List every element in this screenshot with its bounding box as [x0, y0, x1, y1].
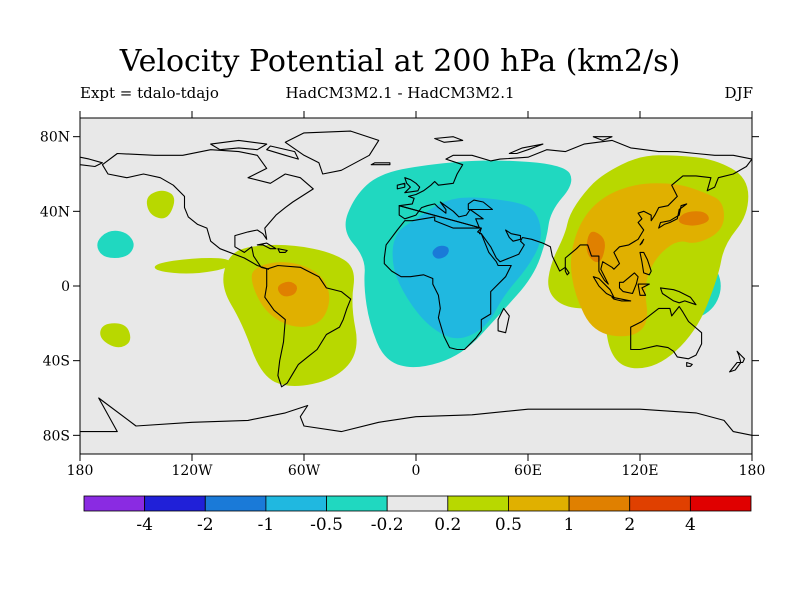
- experiment-label: Expt = tdalo-tdajo: [80, 84, 219, 102]
- colorbar-label: -1: [258, 515, 275, 535]
- coastline: [80, 397, 752, 454]
- contour-region: [100, 323, 131, 348]
- colorbar-swatch: [508, 495, 570, 512]
- coastline: [611, 296, 632, 302]
- colorbar-label: 0.5: [495, 515, 522, 535]
- colorbar-label: -0.5: [310, 515, 343, 535]
- colorbar-label: 4: [685, 515, 696, 535]
- coastline: [630, 305, 703, 360]
- lon-tick-label: 180: [739, 463, 766, 479]
- lon-tick-label: 120W: [171, 463, 213, 479]
- coastline: [434, 136, 464, 143]
- lat-tick-label: 0: [61, 279, 70, 295]
- contour-region: [146, 190, 175, 219]
- coastline: [639, 238, 645, 246]
- lon-tick-label: 180: [67, 463, 94, 479]
- coastline: [729, 350, 746, 373]
- coastline: [370, 162, 391, 166]
- colorbar-label: 2: [624, 515, 635, 535]
- contour-region: [678, 211, 709, 226]
- coastline: [659, 287, 697, 306]
- map-title: Velocity Potential at 200 hPa (km2/s): [119, 44, 681, 79]
- coastline: [658, 203, 688, 229]
- coastline: [497, 307, 510, 334]
- coastline: [383, 201, 512, 351]
- coastline: [639, 251, 652, 276]
- lat-tick-label: 80N: [40, 130, 70, 146]
- coastline-layer: [80, 130, 752, 454]
- colorbar-swatch: [204, 495, 267, 512]
- contour-region: [432, 245, 449, 259]
- contour-region: [392, 197, 541, 339]
- lon-tick-label: 0: [412, 463, 421, 479]
- colorbar-label: -2: [197, 515, 214, 535]
- lat-tick-label: 40N: [40, 204, 70, 220]
- model-label: HadCM3M2.1 - HadCM3M2.1: [285, 84, 515, 102]
- coastline: [80, 156, 103, 168]
- coastline: [398, 139, 752, 285]
- lat-tick-label: 80S: [43, 428, 70, 444]
- coastline: [404, 177, 421, 194]
- lon-tick-label: 60E: [514, 463, 542, 479]
- colorbar-swatch: [568, 495, 631, 512]
- coastline: [277, 248, 288, 253]
- colorbar-label: 1: [564, 515, 575, 535]
- lat-tick-label: 40S: [43, 354, 70, 370]
- colorbar-swatch: [144, 495, 206, 512]
- coastline: [284, 130, 380, 175]
- coastline: [256, 242, 277, 250]
- season-label: DJF: [724, 84, 753, 102]
- lon-tick-label: 120E: [622, 463, 659, 479]
- colorbar-swatch: [386, 495, 449, 512]
- contour-region: [154, 258, 232, 274]
- colorbar-swatch: [689, 495, 752, 512]
- contour-region: [97, 230, 134, 258]
- coastline: [264, 264, 352, 388]
- contour-region: [277, 281, 298, 297]
- coastline: [592, 136, 613, 141]
- colorbar-swatch: [83, 495, 146, 512]
- coastline: [396, 182, 406, 190]
- coastline: [101, 149, 314, 270]
- coastline: [266, 145, 299, 160]
- coastline: [467, 199, 494, 211]
- colorbar-swatch: [447, 495, 509, 512]
- colorbar-swatch: [326, 495, 388, 512]
- colorbar-label: -4: [136, 515, 153, 535]
- colorbar-swatch: [629, 495, 691, 512]
- colorbar: -4 -2 -1 -0.5 -0.2 0.2 0.5 1 2 4: [83, 495, 752, 535]
- coastline: [564, 266, 570, 276]
- lon-tick-label: 60W: [288, 463, 321, 479]
- coastline: [637, 283, 650, 296]
- colorbar-label: -0.2: [371, 515, 404, 535]
- coastline: [210, 139, 268, 151]
- colorbar-swatch: [265, 495, 327, 512]
- map-axes: 80N 40N 0 40S 80S 180 120W 60W 0 60E 120E 180: [40, 111, 765, 479]
- coastline: [686, 361, 693, 367]
- coastline: [505, 229, 522, 242]
- coastline: [618, 272, 639, 295]
- coastline: [508, 143, 544, 155]
- colorbar-label: 0.2: [434, 515, 461, 535]
